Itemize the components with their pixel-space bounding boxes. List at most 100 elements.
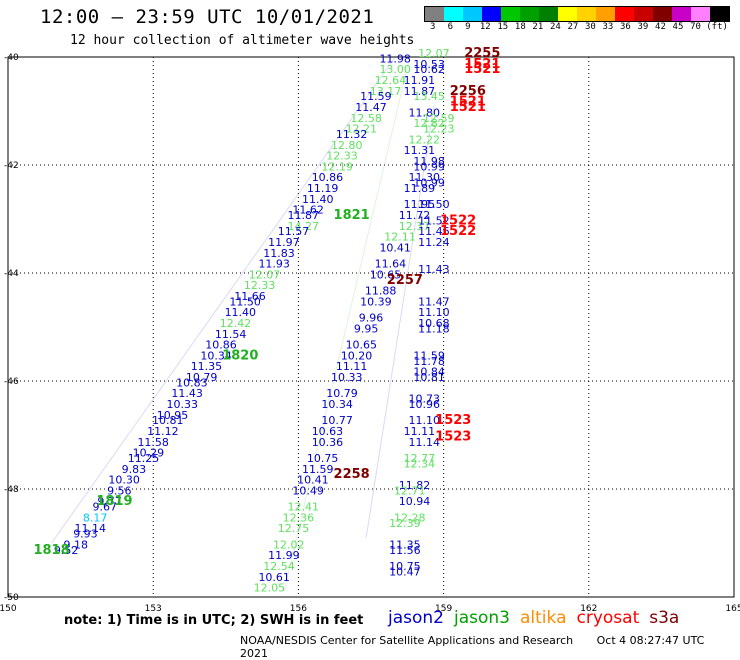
wave-height-label: 11.30 bbox=[408, 171, 440, 184]
wave-height-label: 11.43 bbox=[418, 263, 450, 276]
color-scale-label: 9 bbox=[465, 22, 471, 32]
wave-height-label: 10.79 bbox=[326, 387, 358, 400]
wave-height-label: 12.59 bbox=[423, 112, 455, 125]
wave-height-label: 10.61 bbox=[258, 571, 290, 584]
wave-height-label: 11.50 bbox=[229, 295, 261, 308]
wave-height-label: 11.57 bbox=[278, 225, 310, 238]
page-subtitle: 12 hour collection of altimeter wave hei… bbox=[70, 33, 415, 48]
wave-height-label: 9.83 bbox=[122, 463, 147, 476]
wave-height-label: 9.56 bbox=[107, 484, 132, 497]
wave-height-label: 13.17 bbox=[370, 85, 402, 98]
wave-height-label: 11.40 bbox=[302, 193, 334, 206]
satellite-track bbox=[51, 56, 396, 544]
wave-height-label: 11.32 bbox=[336, 128, 368, 141]
color-scale-label: 27 bbox=[567, 22, 579, 32]
color-swatch bbox=[444, 7, 463, 21]
pass-time-label: 2258 bbox=[334, 467, 370, 482]
color-scale-label: 36 bbox=[620, 22, 631, 32]
wave-height-label: 10.95 bbox=[157, 409, 189, 422]
color-swatch bbox=[596, 7, 615, 21]
wave-height-label: 10.96 bbox=[408, 398, 440, 411]
color-scale-label: 30 bbox=[584, 22, 596, 32]
wave-height-label: 10.65 bbox=[346, 339, 378, 352]
color-swatch bbox=[558, 7, 577, 21]
wave-height-label: 11.25 bbox=[128, 452, 160, 465]
wave-height-label: 12.77 bbox=[404, 452, 436, 465]
wave-height-label: 10.99 bbox=[413, 177, 445, 190]
wave-height-label: 10.81 bbox=[152, 414, 184, 427]
pass-time-label: 1521 bbox=[464, 57, 500, 72]
wave-height-label: 12.34 bbox=[404, 457, 436, 470]
y-tick-label: -42 bbox=[4, 161, 19, 171]
satellite-track bbox=[365, 105, 435, 538]
color-scale-label: 45 bbox=[672, 22, 684, 32]
wave-height-label: 11.50 bbox=[418, 198, 450, 211]
y-tick-label: -50 bbox=[4, 593, 19, 603]
wave-height-label: 12.07 bbox=[418, 47, 450, 60]
wave-height-label: 11.14 bbox=[408, 436, 440, 449]
pass-time-label: 1523 bbox=[435, 413, 471, 428]
color-swatch bbox=[539, 7, 558, 21]
wave-height-label: 10.75 bbox=[389, 560, 421, 573]
color-scale-label: 3 bbox=[430, 22, 436, 32]
pass-time-label: 1820 bbox=[222, 348, 258, 363]
wave-height-label: 12.42 bbox=[220, 317, 252, 330]
wave-height-label: 11.93 bbox=[258, 258, 290, 271]
wave-height-label: 8.17 bbox=[83, 511, 108, 524]
wave-height-label: 11.12 bbox=[147, 425, 179, 438]
wave-height-label: 10.86 bbox=[312, 171, 344, 184]
wave-height-label: 11.59 bbox=[302, 463, 334, 476]
wave-height-label: 10.83 bbox=[176, 376, 208, 389]
wave-height-label: 12.82 bbox=[413, 117, 445, 130]
wave-height-label: 13.00 bbox=[379, 63, 411, 76]
wave-height-label: 11.89 bbox=[404, 182, 436, 195]
wave-height-label: 11.52 bbox=[418, 214, 450, 227]
wave-height-label: 13.45 bbox=[413, 90, 445, 103]
wave-height-label: 11.10 bbox=[418, 306, 450, 319]
wave-height-label: 11.88 bbox=[365, 285, 397, 298]
pass-time-label: 1522 bbox=[440, 213, 476, 228]
wave-height-label: 12.07 bbox=[249, 268, 281, 281]
wave-height-label: 12.23 bbox=[423, 123, 455, 136]
wave-height-label: 11.95 bbox=[404, 198, 436, 211]
y-tick-label: -48 bbox=[4, 485, 19, 495]
map-grid bbox=[7, 56, 735, 598]
wave-height-label: 11.72 bbox=[399, 209, 431, 222]
wave-height-label: 12.58 bbox=[350, 112, 382, 125]
pass-time-label: 1522 bbox=[440, 224, 476, 239]
pass-time-label: 1523 bbox=[435, 429, 471, 444]
wave-height-label: 10.75 bbox=[307, 452, 339, 465]
wave-height-label: 10.30 bbox=[108, 474, 140, 487]
wave-height-label: 11.97 bbox=[268, 236, 300, 249]
wave-height-label: 11.87 bbox=[287, 209, 319, 222]
wave-height-label: 10.33 bbox=[331, 371, 363, 384]
page-title: 12:00 – 23:59 UTC 10/01/2021 bbox=[40, 6, 375, 28]
color-swatch bbox=[653, 7, 672, 21]
wave-height-label: 10.79 bbox=[186, 371, 218, 384]
wave-height-label: 11.80 bbox=[408, 106, 440, 119]
wave-height-label: 12.19 bbox=[321, 160, 353, 173]
wave-height-label: 10.20 bbox=[341, 349, 373, 362]
wave-height-label: 11.78 bbox=[413, 355, 445, 368]
wave-height-label: 12.71 bbox=[394, 484, 426, 497]
x-tick-label: 165 bbox=[725, 604, 740, 614]
wave-height-label: 11.11 bbox=[404, 425, 436, 438]
wave-height-label: 11.66 bbox=[234, 290, 266, 303]
color-scale-unit: (ft) bbox=[706, 22, 728, 32]
wave-height-label: 11.56 bbox=[389, 544, 421, 557]
wave-height-label: 10.34 bbox=[200, 349, 232, 362]
wave-height-label: 11.58 bbox=[137, 436, 169, 449]
wave-height-label: 10.53 bbox=[413, 58, 445, 71]
x-tick-label: 150 bbox=[0, 604, 17, 614]
satellite-track bbox=[283, 56, 411, 592]
wave-height-label: 10.65 bbox=[370, 268, 402, 281]
wave-height-label: 14.27 bbox=[287, 220, 319, 233]
wave-height-label: 11.14 bbox=[75, 522, 107, 535]
wave-height-label: 9.96 bbox=[359, 312, 384, 325]
wave-height-label: 12.64 bbox=[375, 74, 407, 87]
wave-height-label: 12.02 bbox=[273, 538, 305, 551]
pass-time-label: 1521 bbox=[464, 62, 500, 77]
wave-height-label: 11.82 bbox=[399, 479, 431, 492]
credit-text: NOAA/NESDIS Center for Satellite Applica… bbox=[240, 634, 574, 647]
